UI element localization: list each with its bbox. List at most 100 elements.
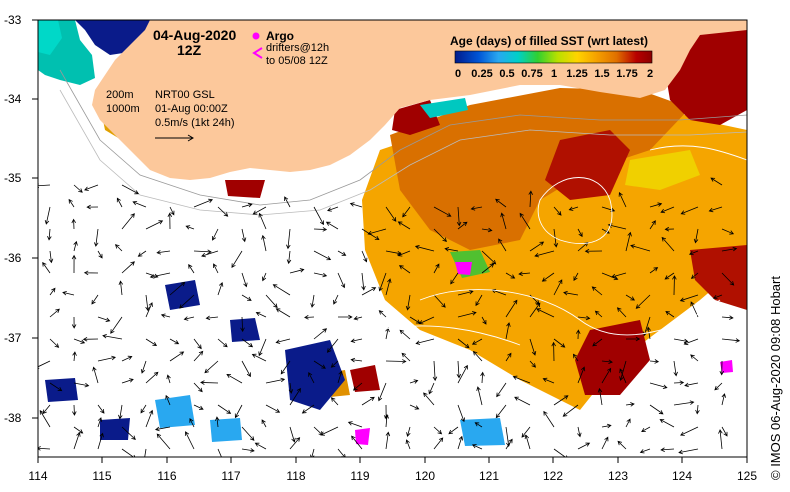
current-arrow (649, 404, 664, 415)
current-arrow (254, 442, 267, 450)
current-arrow (649, 382, 668, 389)
current-arrow (308, 371, 315, 384)
y-tick-label: -33 (4, 13, 22, 27)
current-arrow (97, 355, 116, 362)
current-arrow (241, 202, 253, 208)
current-arrow (73, 338, 86, 344)
current-arrow (679, 294, 699, 302)
current-arrow (536, 308, 555, 318)
current-arrow (673, 400, 695, 406)
current-arrow (189, 418, 195, 428)
x-tick-label: 124 (672, 469, 692, 483)
current-arrow (529, 302, 541, 318)
current-arrow (401, 352, 411, 362)
current-arrow (313, 328, 328, 340)
current-arrow (553, 338, 566, 348)
current-arrow (577, 366, 586, 384)
current-arrow (38, 360, 51, 369)
current-arrow (541, 272, 555, 282)
current-arrow (433, 228, 447, 242)
current-arrow (145, 294, 150, 312)
current-arrow (330, 360, 339, 368)
colorbar-tick: 1.5 (594, 68, 609, 80)
current-arrow (456, 360, 462, 379)
current-arrow (714, 382, 723, 391)
current-arrow (551, 341, 556, 362)
current-arrow (121, 448, 136, 457)
current-arrow (284, 196, 291, 208)
contour-1000m (59, 89, 747, 216)
colorbar: Age (days) of filled SST (wrt latest) 0 … (450, 34, 653, 80)
current-arrow (156, 433, 171, 450)
current-arrow (563, 290, 579, 296)
current-arrow (280, 360, 291, 375)
current-arrow (646, 326, 651, 340)
current-arrow (121, 213, 135, 230)
current-arrow (49, 338, 60, 348)
sst-contours (379, 145, 747, 346)
current-arrow (169, 206, 175, 216)
current-arrow (597, 387, 603, 406)
current-arrow (505, 322, 511, 340)
current-arrow (275, 338, 291, 344)
current-arrow (118, 280, 124, 296)
current-arrow (457, 311, 477, 318)
current-arrow (594, 310, 603, 318)
current-arrow (418, 316, 435, 325)
current-arrow (518, 271, 531, 276)
current-arrow (167, 212, 173, 230)
current-arrow (673, 380, 685, 385)
current-arrow (313, 206, 324, 226)
current-arrow (601, 359, 613, 365)
current-arrow (145, 302, 153, 318)
current-arrow (145, 220, 164, 230)
current-arrow (433, 263, 440, 274)
x-tick-label: 116 (157, 469, 176, 483)
current-arrow (664, 272, 675, 280)
argo-marker-icon (252, 32, 260, 40)
current-arrow (330, 397, 339, 406)
current-arrow (144, 448, 147, 457)
current-arrow (542, 377, 555, 384)
current-arrow (212, 263, 219, 274)
current-arrow (457, 404, 465, 423)
current-arrow (288, 382, 294, 394)
argo-label: Argo (266, 29, 294, 43)
current-arrow (241, 426, 255, 441)
current-arrow (184, 431, 195, 450)
current-arrow (337, 250, 347, 256)
x-tick-label: 117 (221, 469, 240, 483)
current-arrow (367, 228, 387, 236)
current-arrow (690, 272, 699, 279)
current-arrow (498, 238, 507, 252)
current-arrow (240, 316, 245, 333)
current-arrow (234, 404, 243, 419)
current-arrow (448, 426, 459, 435)
current-arrow (562, 404, 579, 417)
current-arrow (457, 289, 474, 296)
current-arrow (385, 250, 402, 256)
x-tick-label: 121 (479, 469, 499, 483)
colorbar-tick: 1 (551, 68, 557, 80)
current-arrow (481, 250, 497, 265)
current-arrow (93, 228, 99, 247)
current-arrow (721, 338, 741, 343)
current-arrow (121, 261, 135, 274)
current-arrow (384, 414, 390, 428)
current-arrow (619, 360, 627, 382)
current-arrow (377, 382, 387, 402)
time-label: 12Z (177, 42, 202, 58)
current-arrow (258, 212, 267, 230)
current-arrow (433, 206, 452, 217)
current-arrow (529, 241, 545, 252)
current-arrow (241, 272, 248, 288)
x-tick-label: 125 (737, 469, 757, 483)
current-arrow (664, 226, 675, 232)
current-arrow (378, 310, 387, 318)
contour-1000m-label: 1000m (106, 103, 140, 115)
current-arrow (659, 419, 675, 428)
x-tick-label: 123 (608, 469, 628, 483)
current-arrow (86, 204, 99, 210)
current-arrow (660, 206, 675, 214)
